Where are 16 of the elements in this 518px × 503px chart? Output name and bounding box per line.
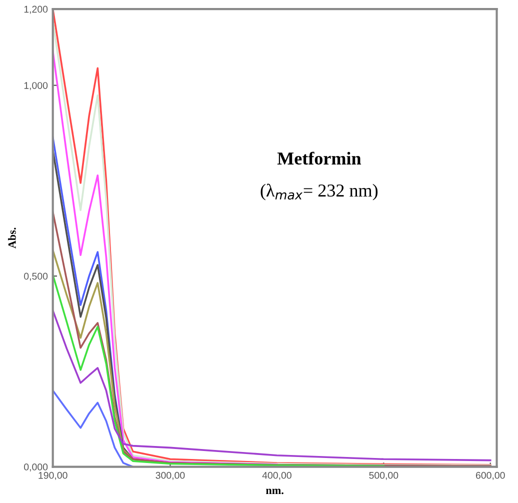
x-tick-label: 600,00 xyxy=(476,472,505,480)
x-tick-label: 190,00 xyxy=(38,472,68,480)
line-series xyxy=(52,309,492,462)
annotation: Metformin xyxy=(277,152,362,165)
x-tick-label: 400,00 xyxy=(262,472,292,480)
x-tick-label: 500,00 xyxy=(369,472,398,480)
x-axis-title: nm. xyxy=(266,488,284,494)
line-series xyxy=(52,390,134,467)
y-tick-label: 1,000 xyxy=(24,82,48,90)
x-tick-label: 300,00 xyxy=(156,472,185,480)
y-tick-label: 0,500 xyxy=(24,272,48,281)
line-series xyxy=(52,274,385,467)
annotation: (λ$_{max}$= 232 nm) xyxy=(260,184,378,200)
y-tick-label: 1,200 xyxy=(24,6,48,14)
y-axis-title: Abs. xyxy=(8,228,16,248)
y-tick-label: 0,000 xyxy=(24,464,48,472)
